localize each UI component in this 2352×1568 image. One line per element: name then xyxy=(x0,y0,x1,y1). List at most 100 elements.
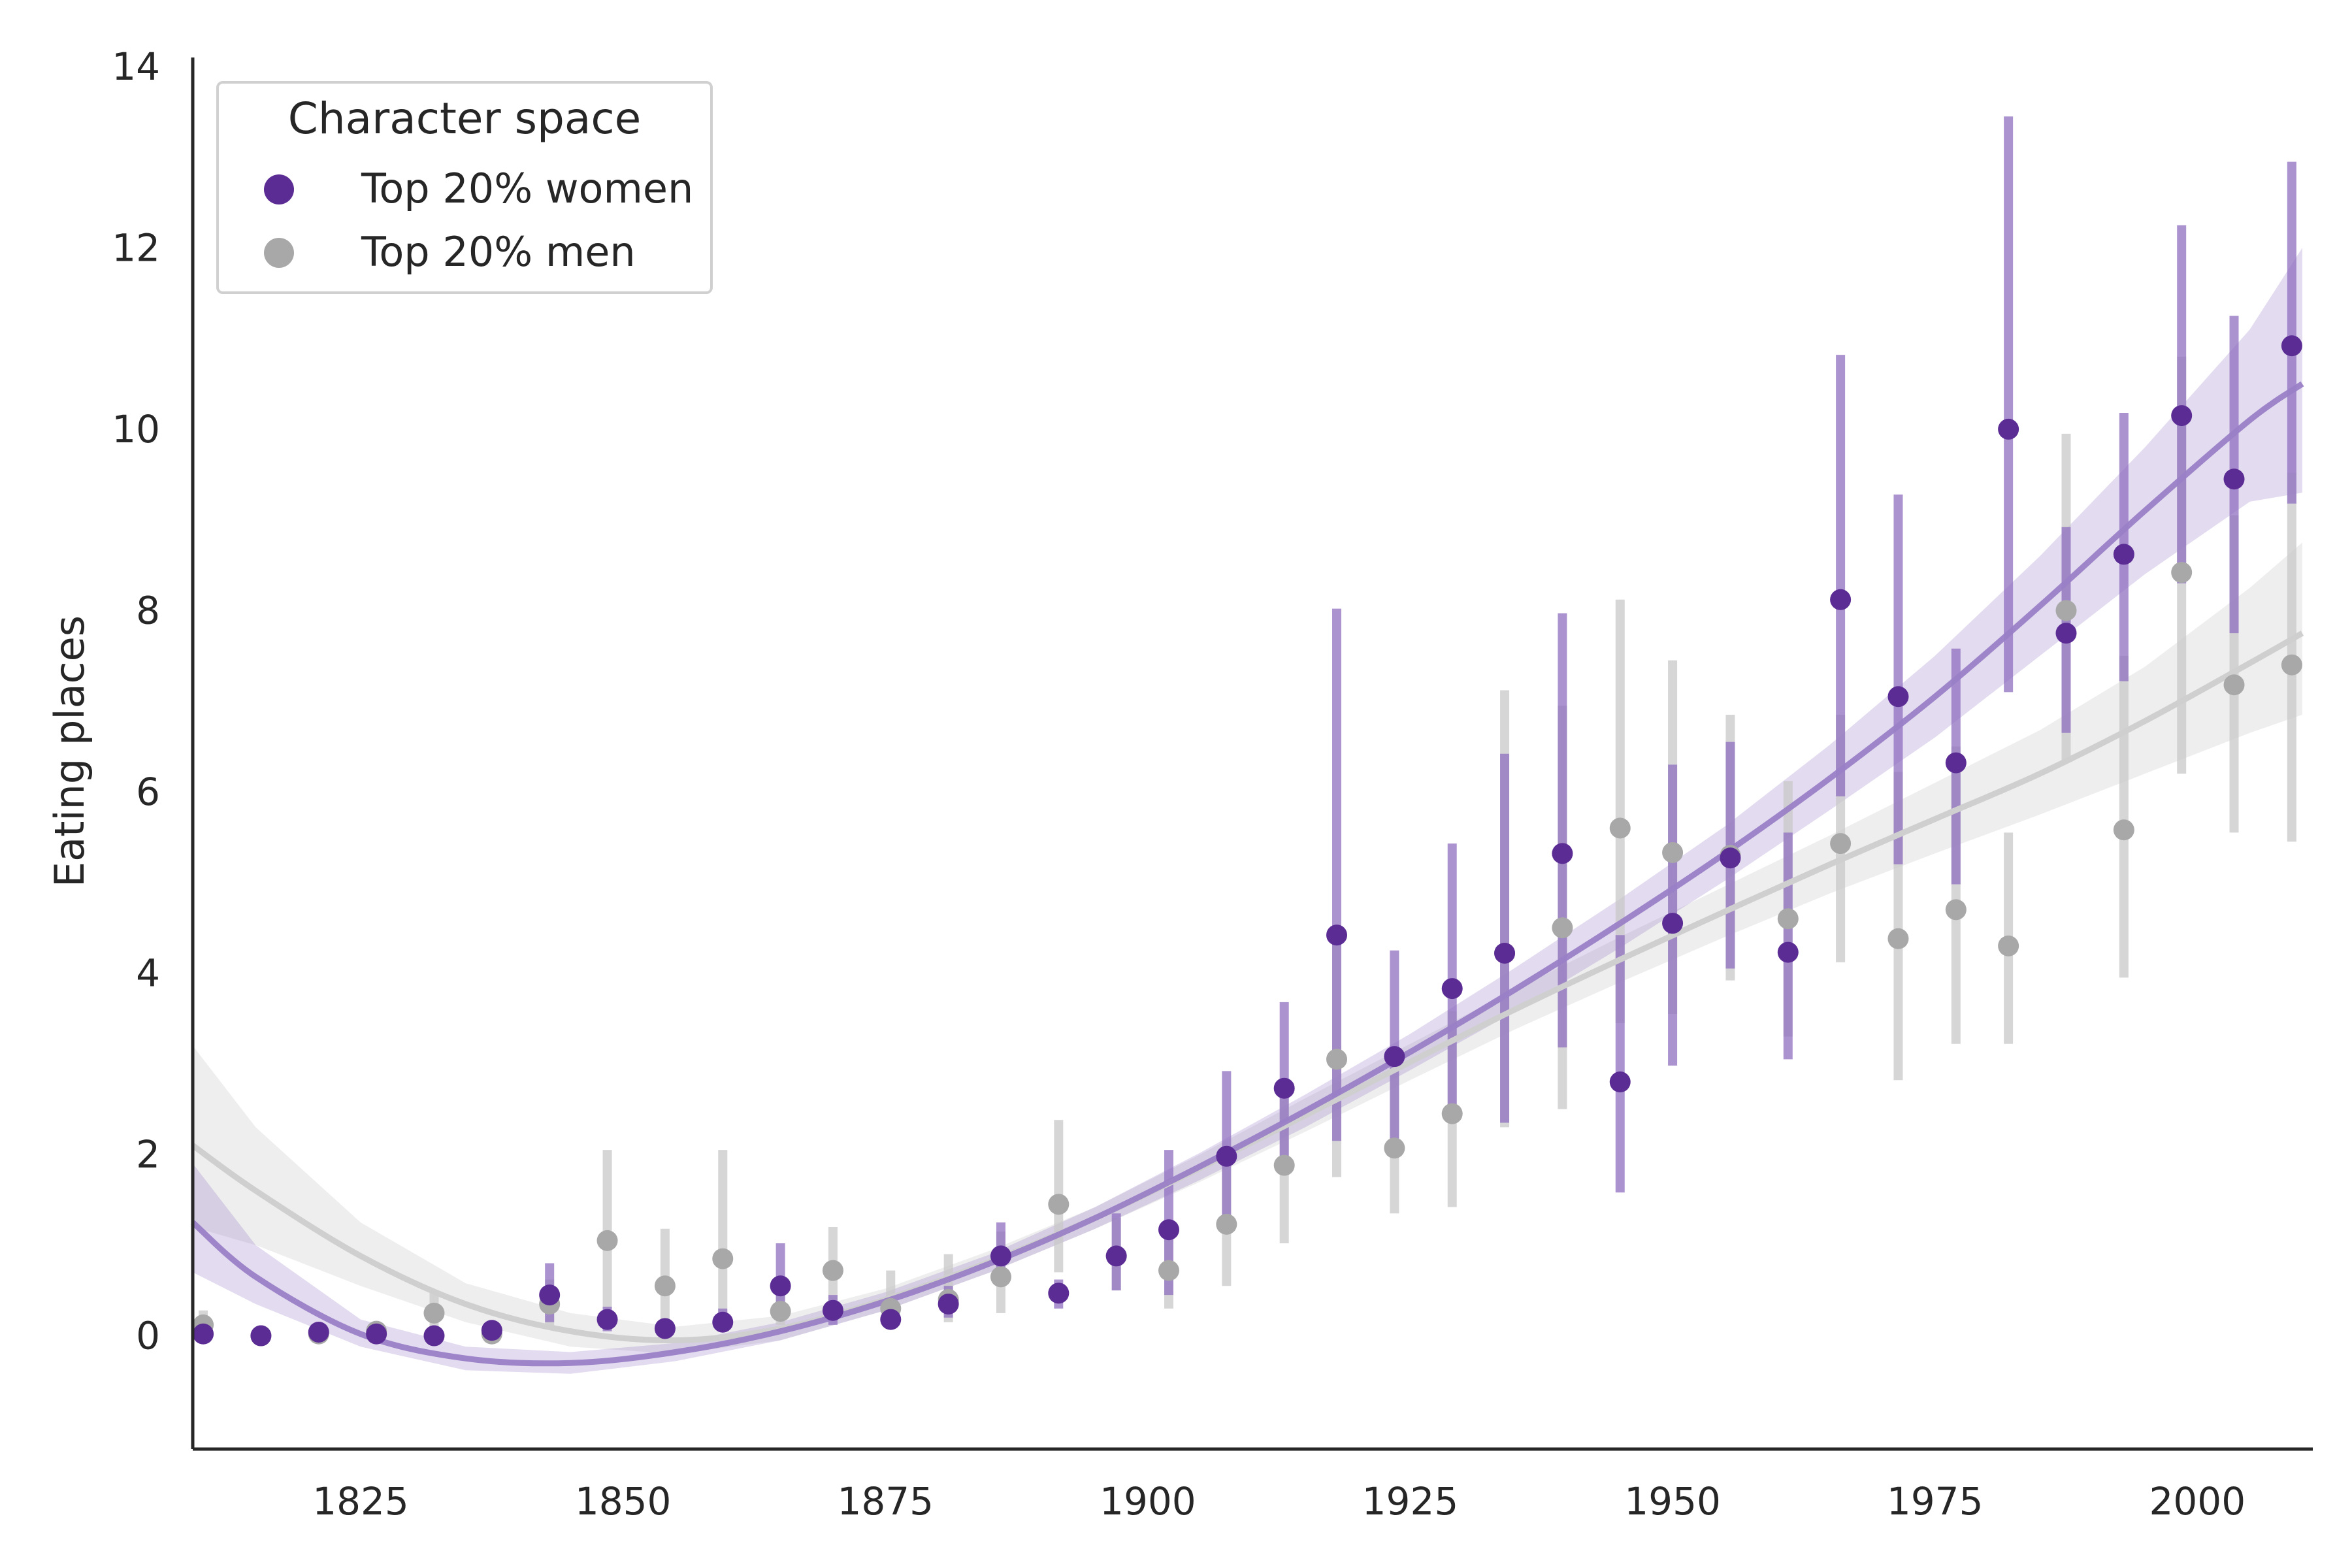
x-tick-label: 1875 xyxy=(837,1479,934,1524)
data-point-men xyxy=(2113,819,2134,841)
data-point-women xyxy=(2281,335,2302,357)
data-point-men xyxy=(596,1230,618,1251)
legend-entry-men: Top 20% men xyxy=(361,228,636,276)
data-point-men xyxy=(1609,817,1631,839)
data-point-men xyxy=(1998,935,2019,956)
x-tick-label: 1950 xyxy=(1624,1479,1721,1524)
confidence-band-men xyxy=(193,542,2302,1354)
data-point-women xyxy=(193,1323,214,1345)
data-point-women xyxy=(2055,623,2077,644)
data-point-men xyxy=(1273,1154,1295,1176)
legend-title: Character space xyxy=(288,93,641,144)
y-tick-label: 4 xyxy=(136,951,160,995)
data-point-women xyxy=(250,1325,272,1347)
x-tick-label: 2000 xyxy=(2149,1479,2246,1524)
data-point-women xyxy=(1441,978,1463,1000)
data-point-women xyxy=(481,1320,502,1341)
data-point-women xyxy=(596,1309,618,1330)
x-tick-label: 1925 xyxy=(1362,1479,1459,1524)
data-point-men xyxy=(1441,1103,1463,1124)
data-point-men xyxy=(654,1275,676,1297)
y-axis-title: Eating places xyxy=(46,615,93,887)
y-tick-label: 6 xyxy=(136,770,160,814)
data-point-men xyxy=(1830,833,1852,855)
data-point-women xyxy=(1998,418,2019,440)
data-point-men xyxy=(990,1266,1011,1288)
data-point-women xyxy=(1662,913,1684,934)
data-point-women xyxy=(1609,1071,1631,1093)
fit-lines xyxy=(191,381,2304,1367)
x-tick-label: 1850 xyxy=(575,1479,672,1524)
y-tick-label: 14 xyxy=(112,44,160,89)
data-point-men xyxy=(1662,841,1684,863)
data-point-men xyxy=(1945,899,1967,921)
fit-line-women xyxy=(191,381,2304,1367)
data-point-women xyxy=(308,1321,329,1343)
data-point-women xyxy=(1105,1245,1127,1267)
data-point-women xyxy=(366,1323,387,1345)
data-point-women xyxy=(1552,843,1573,864)
legend-marker-women xyxy=(264,174,294,204)
data-point-women xyxy=(1887,686,1909,708)
tick-labels: 0 2 4 6 8 10 12 14 1825 1850 1875 1900 1925 1950 1975 2… xyxy=(112,44,2246,1524)
legend: Character space Top 20% women Top 20% me… xyxy=(216,81,713,294)
data-point-women xyxy=(1945,752,1967,774)
x-tick-label: 1975 xyxy=(1887,1479,1984,1524)
data-point-women xyxy=(1830,589,1852,610)
data-point-men xyxy=(1777,908,1799,930)
y-tick-label: 2 xyxy=(136,1132,160,1177)
fit-line-men xyxy=(191,630,2304,1344)
data-point-men xyxy=(712,1248,734,1269)
data-point-men xyxy=(423,1302,445,1324)
data-point-women xyxy=(1273,1077,1295,1099)
legend-marker-men xyxy=(264,238,294,268)
data-point-men xyxy=(2171,562,2193,583)
data-point-women xyxy=(1048,1282,1070,1304)
data-point-women xyxy=(2113,544,2134,565)
confidence-bands xyxy=(193,248,2302,1374)
data-point-women xyxy=(539,1284,561,1306)
confidence-band-women xyxy=(193,248,2302,1374)
data-point-men xyxy=(1552,917,1573,939)
data-point-men xyxy=(1384,1137,1405,1159)
data-point-women xyxy=(1326,924,1348,946)
data-point-women xyxy=(1777,941,1799,963)
legend-frame xyxy=(216,81,713,294)
data-point-women xyxy=(1158,1219,1179,1241)
axes xyxy=(191,57,2313,1451)
data-point-men xyxy=(822,1260,843,1281)
y-tick-label: 8 xyxy=(136,588,160,632)
data-point-women xyxy=(2171,405,2193,427)
data-point-men xyxy=(2055,600,2077,621)
data-point-women xyxy=(880,1309,902,1330)
x-tick-label: 1900 xyxy=(1100,1479,1196,1524)
data-point-women xyxy=(938,1293,959,1315)
legend-entry-women: Top 20% women xyxy=(361,165,693,212)
data-point-men xyxy=(1326,1049,1348,1070)
data-points xyxy=(193,335,2302,1347)
data-point-men xyxy=(1887,928,1909,949)
data-point-women xyxy=(822,1299,843,1321)
data-point-women xyxy=(1384,1046,1405,1068)
data-point-women xyxy=(1720,847,1741,869)
data-point-women xyxy=(1494,942,1516,964)
data-point-men xyxy=(1158,1260,1179,1281)
data-point-men xyxy=(1216,1213,1237,1235)
data-point-men xyxy=(2223,674,2245,696)
y-tick-label: 10 xyxy=(112,407,160,451)
data-point-women xyxy=(2223,468,2245,490)
data-point-women xyxy=(990,1245,1011,1267)
data-point-women xyxy=(712,1311,734,1333)
y-tick-label: 12 xyxy=(112,225,160,270)
y-tick-label: 0 xyxy=(136,1314,160,1358)
data-point-women xyxy=(770,1275,791,1297)
data-point-women xyxy=(1216,1145,1237,1167)
x-tick-label: 1825 xyxy=(312,1479,409,1524)
data-point-men xyxy=(770,1301,791,1322)
data-point-women xyxy=(654,1318,676,1339)
data-point-women xyxy=(423,1325,445,1347)
data-point-men xyxy=(1048,1194,1070,1215)
data-point-men xyxy=(2281,654,2302,676)
